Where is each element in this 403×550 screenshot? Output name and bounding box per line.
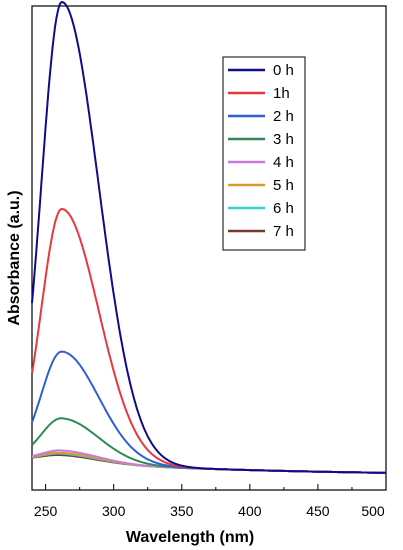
legend-label: 6 h <box>273 200 294 217</box>
x-tick-label: 300 <box>102 503 126 519</box>
x-tick-label: 350 <box>170 503 194 519</box>
legend-label: 0 h <box>273 62 294 79</box>
legend-label: 2 h <box>273 108 294 125</box>
y-axis-title: Absorbance (a.u.) <box>6 190 23 325</box>
legend-label: 3 h <box>273 131 294 148</box>
x-axis: 250 300 350 400 450 500 <box>34 484 387 519</box>
legend-label: 1h <box>273 85 290 102</box>
x-tick-label: 250 <box>34 503 58 519</box>
legend-label: 7 h <box>273 223 294 240</box>
legend: 0 h 1h 2 h 3 h 4 h 5 h 6 h 7 h <box>222 56 306 251</box>
series-line-0h <box>31 0 386 474</box>
x-axis-title: Wavelength (nm) <box>126 529 254 546</box>
legend-label: 5 h <box>273 177 294 194</box>
x-tick-label: 450 <box>306 503 330 519</box>
series-line-1h <box>31 207 386 474</box>
x-tick-label: 400 <box>238 503 262 519</box>
series-line-3h <box>31 417 386 474</box>
legend-label: 4 h <box>273 154 294 171</box>
x-tick-label: 500 <box>361 503 385 519</box>
legend-box <box>222 56 306 251</box>
plot-frame <box>31 5 387 491</box>
series-layer <box>31 0 386 474</box>
